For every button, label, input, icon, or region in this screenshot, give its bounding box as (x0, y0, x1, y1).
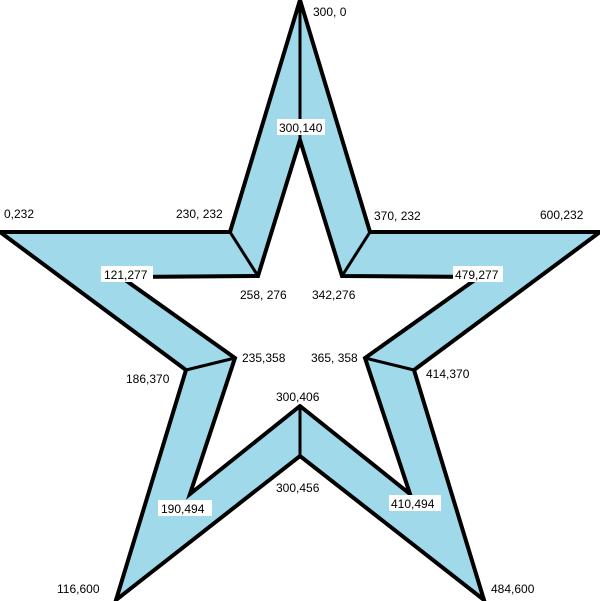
label-bg-inner-right (453, 266, 503, 282)
label-outer-mid-left: 186,370 (126, 372, 170, 386)
label-bg-inner-lower-left (158, 500, 212, 516)
label-bg-inner-top (277, 119, 325, 135)
connector-lines (185, 0, 415, 456)
label-inner-upper-left: 258, 276 (240, 288, 287, 302)
label-inner-left: 121,277 (104, 268, 148, 282)
label-outer-bottom: 300,456 (276, 481, 320, 495)
connector-upper-left (228, 231, 260, 277)
label-inner-top: 300,140 (279, 121, 323, 135)
label-outer-mid-right: 414,370 (426, 367, 470, 381)
label-bg-inner-bottom (274, 388, 326, 404)
label-bg-inner-mid-left (239, 350, 291, 366)
label-inner-bottom: 300,406 (276, 390, 320, 404)
label-bg-inner-lower-right (389, 495, 441, 511)
coordinate-labels: 300, 0 300,140 0,232 230, 232 370, 232 6… (4, 5, 584, 596)
label-inner-lower-right: 410,494 (391, 497, 435, 511)
label-outer-lower-right: 484,600 (491, 582, 535, 596)
label-inner-upper-right: 342,276 (312, 288, 356, 302)
label-inner-mid-right: 365, 358 (311, 351, 358, 365)
connector-upper-right (340, 231, 372, 277)
label-outer-upper-left: 230, 232 (176, 207, 223, 221)
label-top: 300, 0 (313, 5, 347, 19)
label-outer-right: 600,232 (540, 208, 584, 222)
label-inner-mid-left: 235,358 (242, 351, 286, 365)
connector-left (185, 356, 236, 372)
label-outer-left: 0,232 (4, 207, 34, 221)
label-inner-right: 479,277 (455, 268, 499, 282)
label-bg-inner-left (101, 266, 153, 282)
label-outer-lower-left: 116,600 (57, 582, 100, 596)
label-inner-lower-left: 190,494 (161, 502, 205, 516)
connector-right (364, 356, 415, 372)
label-outer-upper-right: 370, 232 (374, 209, 421, 223)
